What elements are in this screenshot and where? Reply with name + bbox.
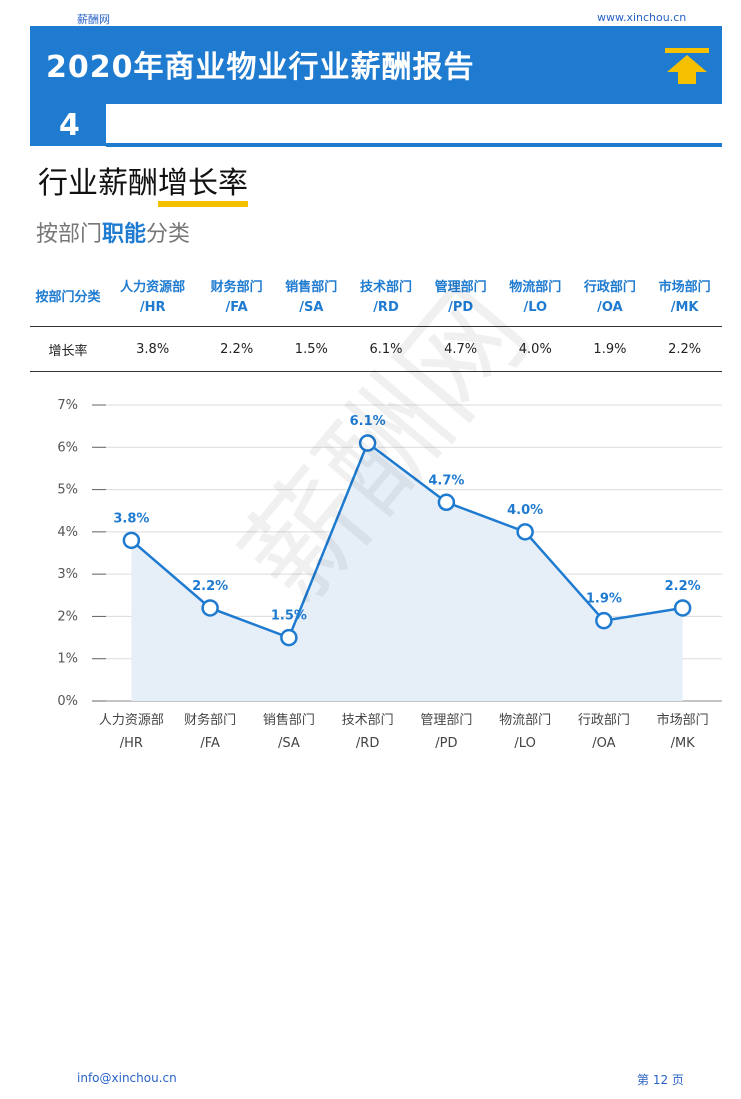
data-point: [280, 628, 298, 647]
page-number: 第 12 页: [637, 1073, 684, 1087]
data-point: [358, 434, 377, 452]
x-tick-label: 行政部门: [578, 713, 630, 728]
data-label: 1.9%: [586, 592, 622, 607]
data-point: [122, 531, 141, 550]
table-cell: 4.0%: [518, 341, 552, 357]
data-label: 3.8%: [113, 511, 149, 526]
x-tick-label: 市场部门: [657, 712, 709, 728]
chapter-number: 4: [59, 108, 80, 143]
x-tick-label: /SA: [278, 736, 300, 751]
y-tick-label: 1%: [57, 652, 78, 667]
y-tick-label: 7%: [57, 398, 78, 413]
table-cell: 1.5%: [294, 341, 328, 357]
column-header: 市场部门/MK: [658, 280, 711, 315]
data-point: [595, 611, 613, 630]
y-tick-label: 3%: [57, 567, 78, 582]
row-label: 增长率: [48, 343, 88, 359]
x-tick-label: 人力资源部: [99, 713, 164, 728]
table-header-row: 按部门分类 人力资源部/HR 财务部门/FA 销售部门/SA 技术部门/RD 管…: [30, 270, 722, 327]
subtitle-post: 分类: [146, 222, 191, 247]
data-label: 6.1%: [350, 414, 386, 429]
report-title: 2020年商业物业行业薪酬报告: [46, 50, 475, 85]
arrow-up-icon: [665, 48, 709, 84]
x-tick-label: 管理部门: [420, 713, 472, 728]
table-cell: 2.2%: [220, 341, 254, 357]
table-cell: 2.2%: [668, 341, 702, 357]
x-tick-label: 技术部门: [342, 713, 394, 728]
growth-line-chart: 0% 1% 2% 3% 4% 5% 6% 7% 3.8% 2.2% 1.5% 6.1% 4.7% 4.0%…: [57, 398, 722, 751]
y-tick-label: 6%: [57, 440, 78, 455]
data-point: [201, 599, 219, 617]
column-header: 行政部门/OA: [583, 280, 636, 315]
x-tick-label: 销售部门: [263, 712, 315, 728]
growth-table: 按部门分类 人力资源部/HR 财务部门/FA 销售部门/SA 技术部门/RD 管…: [30, 270, 722, 372]
site-name: 薪酬网: [77, 13, 110, 26]
subtitle-pre: 按部门: [36, 222, 103, 247]
data-point: [516, 523, 534, 541]
column-header: 管理部门/PD: [434, 280, 487, 315]
x-tick-label: 物流部门: [499, 713, 551, 728]
y-tick-label: 2%: [57, 609, 78, 624]
table-cell: 6.1%: [369, 341, 403, 357]
table-row: 增长率 3.8% 2.2% 1.5% 6.1% 4.7% 4.0% 1.9% 2…: [30, 327, 722, 372]
subtitle-bold: 职能: [102, 222, 147, 247]
header-rule: [106, 143, 722, 147]
x-tick-label: /HR: [120, 736, 143, 751]
section-title-highlight: 增长率: [158, 166, 248, 207]
x-tick-label: 财务部门: [184, 712, 236, 728]
footer-email[interactable]: info@xinchou.cn: [77, 1071, 177, 1085]
data-label: 4.0%: [507, 503, 543, 518]
data-label: 2.2%: [665, 579, 701, 594]
data-point: [437, 493, 456, 512]
data-point: [673, 599, 692, 617]
x-tick-label: /PD: [435, 736, 457, 751]
y-tick-label: 5%: [57, 483, 78, 498]
column-header: 销售部门/SA: [285, 280, 338, 315]
report-banner: 2020年商业物业行业薪酬报告: [30, 26, 722, 104]
series-area: [131, 443, 683, 701]
data-label: 2.2%: [192, 579, 228, 594]
x-tick-label: /FA: [200, 736, 220, 751]
corner-header: 按部门分类: [35, 290, 101, 305]
data-label: 4.7%: [428, 473, 464, 488]
site-url[interactable]: www.xinchou.cn: [597, 11, 687, 24]
column-header: 物流部门/LO: [509, 280, 562, 315]
column-header: 人力资源部/HR: [120, 280, 186, 315]
column-header: 技术部门/RD: [359, 280, 412, 315]
data-label: 1.5%: [271, 609, 307, 624]
section-title-plain: 行业薪酬: [38, 166, 158, 201]
column-header: 财务部门/FA: [210, 280, 263, 315]
series-line: [130, 441, 683, 640]
x-tick-label: /RD: [356, 736, 379, 751]
y-tick-label: 4%: [57, 525, 78, 540]
y-tick-label: 0%: [57, 694, 78, 709]
x-tick-label: /OA: [592, 736, 615, 751]
x-tick-label: /MK: [671, 736, 696, 751]
table-cell: 1.9%: [593, 341, 627, 357]
section-title: 行业薪酬增长率: [38, 158, 248, 207]
table-cell: 4.7%: [444, 341, 478, 357]
x-tick-label: /LO: [514, 736, 535, 751]
table-cell: 3.8%: [136, 341, 170, 357]
section-subtitle: 按部门职能分类: [36, 216, 190, 248]
chapter-number-box: 4: [30, 104, 106, 146]
